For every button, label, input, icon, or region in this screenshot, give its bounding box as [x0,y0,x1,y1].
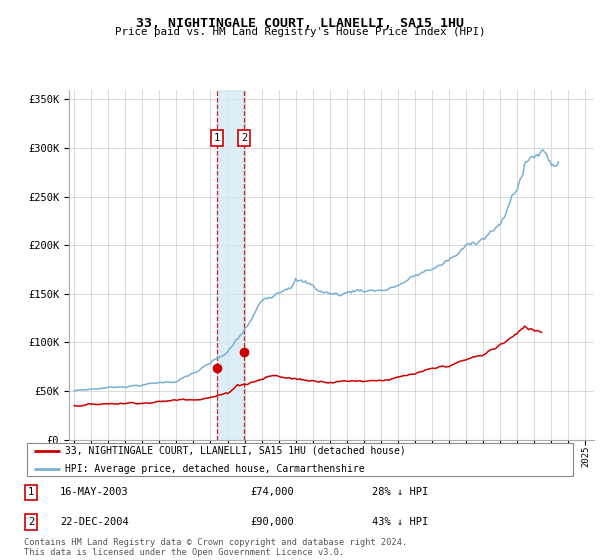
Text: 1: 1 [214,133,220,143]
Text: 2: 2 [28,517,34,527]
Text: 33, NIGHTINGALE COURT, LLANELLI, SA15 1HU: 33, NIGHTINGALE COURT, LLANELLI, SA15 1H… [136,17,464,30]
FancyBboxPatch shape [27,444,573,475]
Text: 16-MAY-2003: 16-MAY-2003 [60,487,128,497]
Bar [217,90,244,440]
Text: Contains HM Land Registry data © Crown copyright and database right 2024.
This d: Contains HM Land Registry data © Crown c… [24,538,407,557]
Text: 2: 2 [241,133,247,143]
Text: 22-DEC-2004: 22-DEC-2004 [60,517,128,527]
Text: £90,000: £90,000 [250,517,294,527]
Text: 43% ↓ HPI: 43% ↓ HPI [372,517,428,527]
Text: 1: 1 [28,487,34,497]
Text: Price paid vs. HM Land Registry's House Price Index (HPI): Price paid vs. HM Land Registry's House … [115,27,485,37]
Text: 28% ↓ HPI: 28% ↓ HPI [372,487,428,497]
Text: 33, NIGHTINGALE COURT, LLANELLI, SA15 1HU (detached house): 33, NIGHTINGALE COURT, LLANELLI, SA15 1H… [65,446,406,456]
Text: HPI: Average price, detached house, Carmarthenshire: HPI: Average price, detached house, Carm… [65,464,365,474]
Text: £74,000: £74,000 [250,487,294,497]
